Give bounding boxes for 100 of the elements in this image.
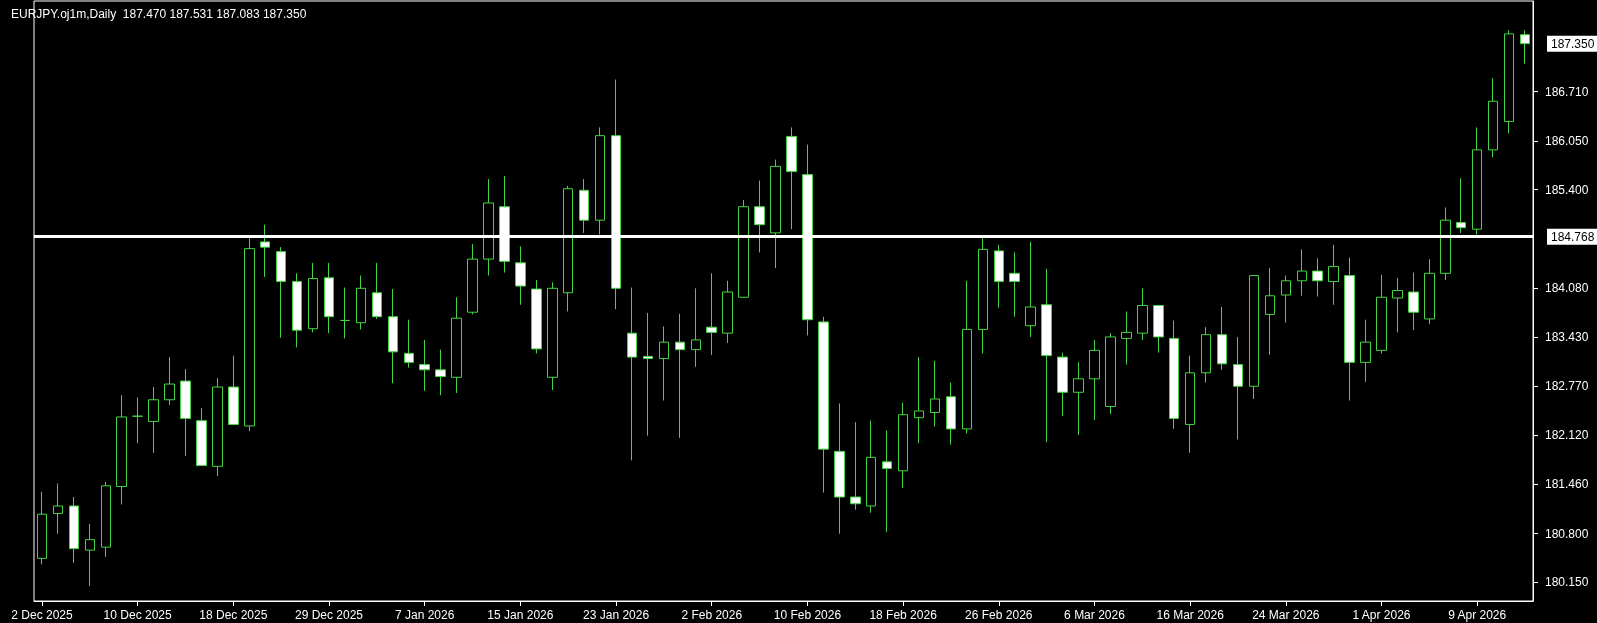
- candlestick: [1249, 275, 1259, 400]
- candlestick: [914, 356, 924, 444]
- candlestick: [515, 245, 526, 306]
- candlestick: [1089, 339, 1100, 421]
- candlestick: [691, 287, 701, 368]
- x-tick-label: 24 Mar 2026: [1252, 608, 1320, 622]
- candlestick: [451, 296, 462, 394]
- x-tick-label: 2 Feb 2026: [681, 608, 743, 622]
- candlestick: [834, 402, 845, 535]
- x-tick-label: 9 Apr 2026: [1448, 608, 1507, 622]
- y-tick-label: 180.800: [1545, 526, 1589, 541]
- candlestick: [1408, 272, 1419, 331]
- candlestick: [1121, 310, 1132, 366]
- y-tick-label: 186.710: [1545, 84, 1589, 99]
- candlestick: [228, 355, 239, 425]
- candlestick: [404, 319, 414, 369]
- candlestick: [1025, 241, 1036, 338]
- candlestick: [563, 185, 573, 312]
- candlestick: [1233, 336, 1243, 440]
- y-tick-label: 182.120: [1545, 427, 1589, 442]
- text: EURJPY.oj1m,Daily 187.470 187.531 187.083 187.350: [11, 7, 307, 21]
- candlestick: [467, 243, 478, 315]
- candlestick: [116, 394, 127, 505]
- candlestick: [1328, 244, 1339, 306]
- candlestick: [818, 316, 829, 494]
- candlestick: [722, 280, 733, 344]
- candlestick: [53, 483, 63, 535]
- x-tick-label: 6 Mar 2026: [1064, 608, 1126, 622]
- candlestick: [1105, 332, 1116, 415]
- candlestick: [1057, 352, 1068, 417]
- x-tick-label: 18 Dec 2025: [199, 608, 268, 622]
- candlestick: [850, 421, 861, 511]
- y-tick-label: 184.080: [1545, 281, 1589, 296]
- x-tick-label: 16 Mar 2026: [1156, 608, 1225, 622]
- candlestick: [308, 262, 318, 333]
- candlestick: [1392, 277, 1403, 333]
- x-tick-label: 7 Jan 2026: [395, 608, 455, 622]
- candlestick: [483, 178, 494, 277]
- candlestick: [930, 360, 940, 428]
- candlestick: [1312, 257, 1323, 298]
- y-tick-label: 186.050: [1545, 133, 1589, 148]
- x-tick-label: 10 Feb 2026: [773, 608, 842, 622]
- candlestick: [388, 288, 398, 384]
- candlestick: [579, 178, 589, 234]
- candlestick: [946, 382, 956, 446]
- candlestick: [1041, 268, 1052, 443]
- candlestick: [1297, 248, 1307, 297]
- x-tick-label: 26 Feb 2026: [965, 608, 1033, 622]
- candlestick: [770, 159, 781, 269]
- candlestick: [180, 368, 191, 457]
- x-tick-label: 10 Dec 2025: [103, 608, 172, 622]
- x-tick-label: 2 Dec 2025: [11, 608, 73, 622]
- candlestick: [372, 262, 382, 320]
- candlestick: [340, 287, 350, 339]
- candlestick: [85, 523, 95, 587]
- candlestick: [1504, 29, 1514, 134]
- candlestick: [69, 496, 79, 564]
- candlestick: [1009, 251, 1020, 318]
- y-tick-label: 182.770: [1545, 379, 1589, 394]
- candlestick: [595, 126, 605, 235]
- y-tick-label: 180.150: [1545, 575, 1589, 590]
- candlestick: [1265, 267, 1275, 356]
- candlestick: [1073, 361, 1084, 436]
- candlestick: [643, 312, 653, 437]
- candlestick: [419, 339, 430, 392]
- y-tick-label: 183.430: [1545, 329, 1589, 344]
- candlestick: [324, 262, 334, 334]
- candlestick: [627, 287, 637, 461]
- candlestick: [1520, 29, 1530, 65]
- x-tick-label: 29 Dec 2025: [294, 608, 364, 622]
- candlestick: [994, 244, 1004, 309]
- candlestick: [1424, 258, 1435, 325]
- candlestick: [1456, 177, 1466, 234]
- candlestick: [1217, 306, 1227, 371]
- x-tick-label: 15 Jan 2026: [487, 608, 554, 622]
- candlestick: [675, 313, 685, 439]
- candlestick: [659, 325, 669, 401]
- candlestick: [356, 275, 366, 330]
- candlestick: [1201, 326, 1211, 384]
- candlestick: [882, 429, 892, 533]
- candlestick: [132, 397, 143, 444]
- candlestick: [1281, 275, 1291, 324]
- candlestick: [292, 272, 302, 348]
- candlestick: [1440, 206, 1451, 281]
- candlestick: [164, 356, 175, 406]
- candlestick: [866, 420, 876, 514]
- candlestick: [898, 402, 908, 489]
- y-tick-label: 185.400: [1545, 182, 1589, 197]
- y-tick-label: 181.460: [1545, 477, 1589, 492]
- candlestick: [1185, 355, 1195, 454]
- candlestick: [1472, 126, 1482, 235]
- x-tick-label: 18 Feb 2026: [869, 608, 938, 622]
- candlestick: [1376, 274, 1387, 354]
- candlestick: [101, 481, 111, 558]
- candlestick: [1344, 257, 1355, 401]
- candlestick: [738, 199, 749, 298]
- candlestick: [547, 281, 558, 391]
- candlestick: [212, 377, 223, 477]
- x-tick-label: 23 Jan 2026: [583, 608, 650, 622]
- candlestick: [276, 246, 286, 339]
